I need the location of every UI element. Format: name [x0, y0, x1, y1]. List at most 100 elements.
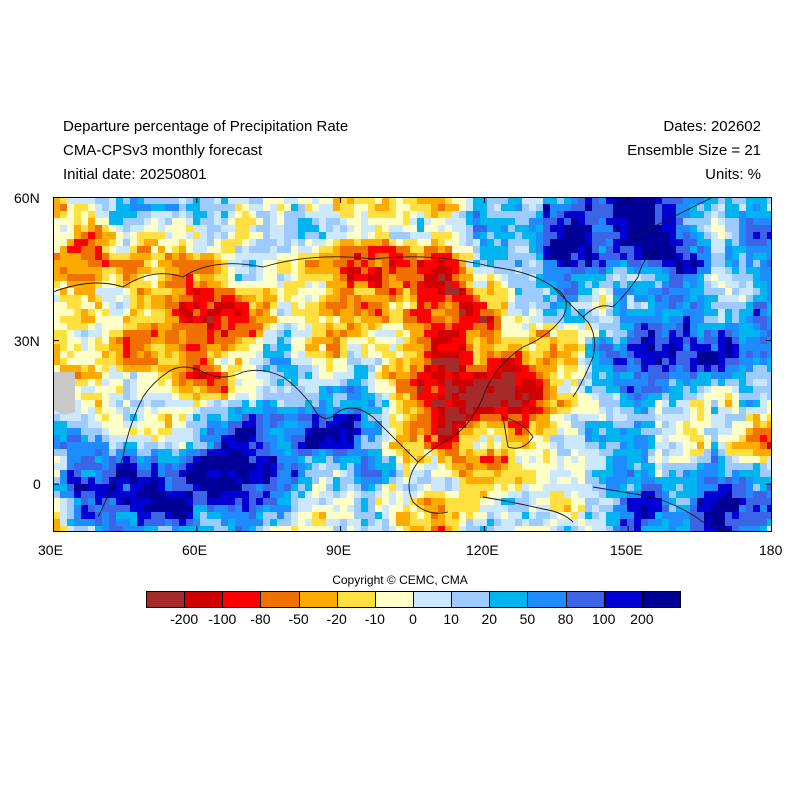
field-cell [599, 386, 607, 394]
field-cell [81, 302, 89, 310]
field-cell [88, 330, 96, 338]
field-cell [746, 435, 754, 443]
field-cell [704, 435, 712, 443]
field-cell [690, 491, 698, 499]
field-cell [508, 218, 516, 226]
field-cell [683, 197, 691, 205]
field-cell [655, 274, 663, 282]
field-cell [522, 323, 530, 331]
field-cell [74, 197, 82, 205]
field-cell [732, 267, 740, 275]
field-cell [410, 309, 418, 317]
field-cell [739, 512, 747, 520]
field-cell [242, 442, 250, 450]
field-cell [88, 302, 96, 310]
field-cell [81, 218, 89, 226]
field-cell [256, 281, 264, 289]
field-cell [382, 337, 390, 345]
field-cell [410, 288, 418, 296]
field-cell [725, 372, 733, 380]
field-cell [291, 512, 299, 520]
field-cell [403, 477, 411, 485]
field-cell [389, 526, 397, 532]
field-cell [711, 295, 719, 303]
field-cell [207, 274, 215, 282]
field-cell [228, 428, 236, 436]
field-cell [683, 316, 691, 324]
field-cell [389, 449, 397, 457]
field-cell [480, 302, 488, 310]
field-cell [620, 260, 628, 268]
field-cell [655, 393, 663, 401]
field-cell [284, 211, 292, 219]
field-cell [431, 316, 439, 324]
field-cell [116, 428, 124, 436]
field-cell [739, 477, 747, 485]
field-cell [151, 337, 159, 345]
field-cell [158, 239, 166, 247]
field-cell [746, 428, 754, 436]
field-cell [319, 365, 327, 373]
field-cell [655, 428, 663, 436]
field-cell [137, 260, 145, 268]
field-cell [277, 288, 285, 296]
field-cell [172, 428, 180, 436]
field-cell [627, 407, 635, 415]
field-cell [151, 463, 159, 471]
field-cell [648, 274, 656, 282]
field-cell [494, 330, 502, 338]
field-cell [452, 491, 460, 499]
map-subtitle: CMA-CPSv3 monthly forecast [63, 142, 263, 159]
field-cell [158, 197, 166, 205]
field-cell [361, 463, 369, 471]
field-cell [361, 302, 369, 310]
field-cell [396, 442, 404, 450]
field-cell [760, 253, 768, 261]
field-cell [130, 435, 138, 443]
field-cell [375, 281, 383, 289]
field-cell [669, 386, 677, 394]
field-cell [186, 309, 194, 317]
field-cell [578, 232, 586, 240]
field-cell [284, 239, 292, 247]
field-cell [256, 211, 264, 219]
field-cell [613, 246, 621, 254]
field-cell [67, 512, 75, 520]
field-cell [676, 288, 684, 296]
field-cell [711, 351, 719, 359]
field-cell [655, 512, 663, 520]
field-cell [431, 365, 439, 373]
field-cell [641, 498, 649, 506]
field-cell [767, 204, 772, 212]
field-cell [634, 344, 642, 352]
field-cell [592, 351, 600, 359]
field-cell [585, 526, 593, 532]
field-cell [200, 386, 208, 394]
field-cell [340, 526, 348, 532]
field-cell [571, 407, 579, 415]
field-cell [67, 323, 75, 331]
field-cell [459, 246, 467, 254]
field-cell [725, 232, 733, 240]
field-cell [312, 463, 320, 471]
field-cell [487, 260, 495, 268]
field-cell [417, 288, 425, 296]
field-cell [417, 379, 425, 387]
field-cell [270, 344, 278, 352]
field-cell [270, 295, 278, 303]
field-cell [277, 330, 285, 338]
field-cell [718, 456, 726, 464]
field-cell [522, 225, 530, 233]
field-cell [186, 337, 194, 345]
field-cell [543, 421, 551, 429]
field-cell [151, 281, 159, 289]
field-cell [60, 358, 68, 366]
field-cell [543, 288, 551, 296]
field-cell [298, 365, 306, 373]
field-cell [375, 295, 383, 303]
field-cell [543, 218, 551, 226]
field-cell [151, 330, 159, 338]
field-cell [767, 407, 772, 415]
field-cell [123, 498, 131, 506]
field-cell [200, 204, 208, 212]
